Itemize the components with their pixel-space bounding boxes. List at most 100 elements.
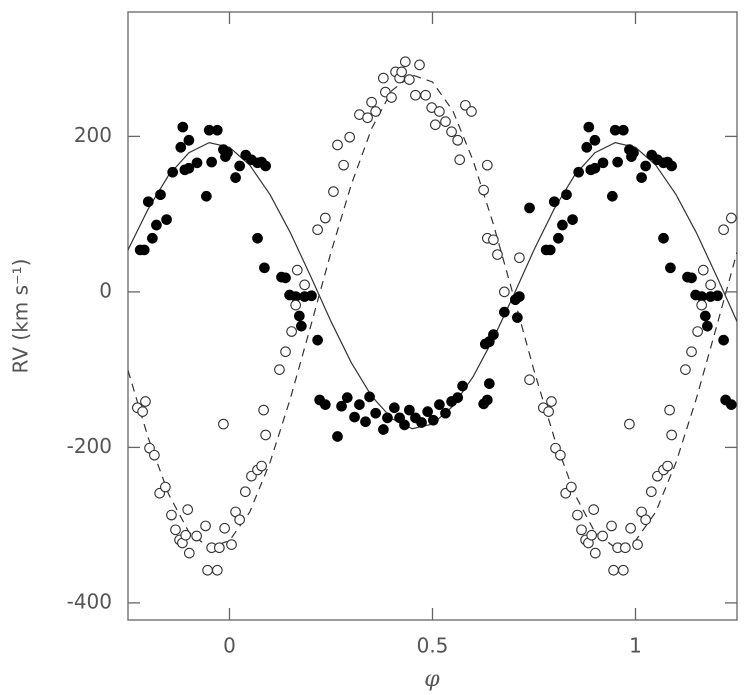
filled-point	[434, 399, 445, 410]
open-point	[454, 154, 466, 166]
filled-point	[452, 392, 464, 403]
filled-point	[699, 310, 711, 322]
open-point	[680, 364, 691, 375]
open-point	[239, 486, 251, 498]
open-point	[666, 429, 677, 441]
open-point	[182, 504, 194, 515]
filled-point	[191, 157, 203, 169]
x-tick-label: 1	[629, 634, 642, 658]
open-point	[226, 539, 237, 550]
filled-point	[222, 147, 233, 159]
filled-point	[252, 232, 263, 244]
filled-point	[364, 391, 375, 403]
open-point	[170, 524, 181, 536]
y-tick-label: -200	[67, 434, 112, 458]
open-point	[686, 346, 697, 358]
filled-point	[617, 124, 629, 136]
open-point	[555, 449, 566, 461]
filled-point	[481, 394, 493, 406]
filled-point	[388, 402, 400, 414]
open-point	[219, 522, 230, 534]
open-point	[589, 547, 601, 559]
open-point	[466, 106, 477, 117]
open-point	[452, 134, 464, 146]
open-point	[410, 89, 421, 101]
open-point	[166, 509, 177, 521]
open-point	[256, 460, 267, 472]
filled-point	[514, 291, 525, 302]
filled-point	[666, 160, 677, 172]
filled-point	[483, 378, 495, 389]
open-point	[218, 418, 229, 430]
open-point	[344, 131, 356, 143]
filled-point	[712, 290, 723, 302]
filled-point	[561, 189, 572, 201]
open-point	[640, 514, 652, 526]
filled-point	[206, 156, 217, 168]
open-point	[662, 460, 673, 472]
open-point	[378, 72, 389, 84]
open-point	[396, 66, 407, 78]
filled-point	[177, 121, 189, 133]
filled-point	[370, 407, 382, 419]
filled-point	[260, 160, 271, 172]
filled-point	[567, 214, 578, 225]
filled-point	[548, 196, 560, 208]
open-point	[191, 530, 202, 542]
open-point	[566, 481, 577, 493]
open-point	[524, 374, 535, 386]
open-point	[625, 522, 636, 534]
filled-point	[151, 219, 162, 231]
open-point	[588, 504, 600, 515]
open-point	[338, 159, 349, 171]
filled-point	[718, 334, 729, 346]
open-point	[697, 264, 709, 276]
open-point	[362, 112, 373, 124]
filled-point	[341, 392, 353, 403]
open-point	[705, 279, 716, 291]
solid-curve	[128, 141, 737, 430]
open-point	[434, 106, 445, 117]
open-point	[606, 520, 617, 532]
filled-point	[161, 214, 172, 225]
open-point	[160, 481, 171, 493]
open-point	[370, 106, 382, 117]
open-point	[632, 539, 643, 550]
filled-point	[296, 320, 307, 332]
filled-point	[583, 121, 595, 133]
open-point	[140, 396, 151, 407]
open-point	[617, 564, 629, 576]
filled-point	[332, 431, 343, 442]
filled-point	[589, 134, 601, 146]
open-point	[597, 530, 608, 542]
filled-point	[306, 290, 317, 302]
filled-point	[382, 412, 393, 424]
open-point	[137, 406, 148, 417]
y-tick-label: -400	[67, 589, 112, 613]
open-point	[258, 404, 269, 416]
open-point	[299, 279, 310, 291]
filled-point	[230, 172, 241, 183]
filled-point	[581, 141, 593, 153]
filled-point	[665, 262, 676, 274]
filled-point	[319, 399, 331, 410]
filled-point	[557, 219, 568, 231]
open-point	[312, 224, 323, 236]
filled-point	[597, 157, 609, 169]
open-point	[488, 234, 499, 246]
open-point	[180, 529, 192, 541]
y-tick-label: 200	[74, 123, 112, 147]
open-point	[576, 524, 587, 536]
open-point	[608, 564, 619, 576]
open-point	[481, 159, 493, 171]
filled-point	[147, 232, 158, 244]
open-point	[328, 186, 339, 197]
x-tick-label: 0.5	[417, 634, 449, 658]
open-point	[446, 126, 457, 138]
filled-point	[440, 407, 451, 419]
open-point	[440, 116, 451, 127]
open-point	[624, 418, 635, 430]
filled-point	[416, 417, 427, 428]
open-point	[149, 449, 160, 461]
